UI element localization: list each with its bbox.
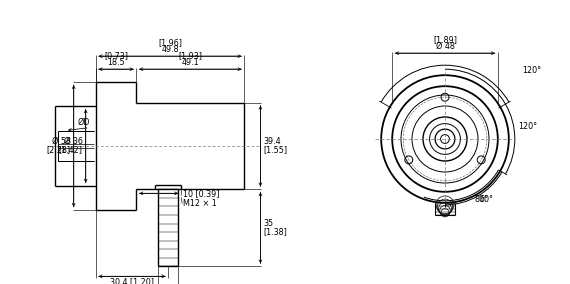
Text: 35: 35 — [263, 219, 274, 228]
Text: [1.93]: [1.93] — [178, 51, 202, 60]
Text: [1.38]: [1.38] — [263, 227, 287, 236]
Text: 120°: 120° — [518, 122, 537, 131]
Text: 80°: 80° — [474, 195, 488, 204]
Text: Ø 48: Ø 48 — [435, 42, 454, 51]
Text: M12 × 1: M12 × 1 — [183, 199, 217, 208]
Text: [1.55]: [1.55] — [263, 145, 287, 154]
Text: 30.4 [1.20]: 30.4 [1.20] — [110, 277, 154, 284]
Text: [1.89]: [1.89] — [433, 35, 457, 44]
Text: [0.73]: [0.73] — [104, 51, 128, 60]
Text: ØD: ØD — [77, 118, 89, 127]
Text: 39.4: 39.4 — [263, 137, 281, 147]
Text: 49.1: 49.1 — [182, 58, 200, 67]
Text: Ø 36: Ø 36 — [64, 137, 83, 145]
Text: 10 [0.39]: 10 [0.39] — [183, 189, 219, 198]
Text: 49.8: 49.8 — [161, 45, 179, 54]
Text: 120°: 120° — [522, 66, 541, 75]
Text: 60°: 60° — [480, 195, 494, 204]
Text: [1.42]: [1.42] — [59, 145, 83, 154]
Text: [1.96]: [1.96] — [158, 38, 182, 47]
Text: 18.5: 18.5 — [107, 58, 125, 67]
Text: Ø 58: Ø 58 — [52, 137, 71, 145]
Text: [2.28]: [2.28] — [47, 145, 71, 154]
